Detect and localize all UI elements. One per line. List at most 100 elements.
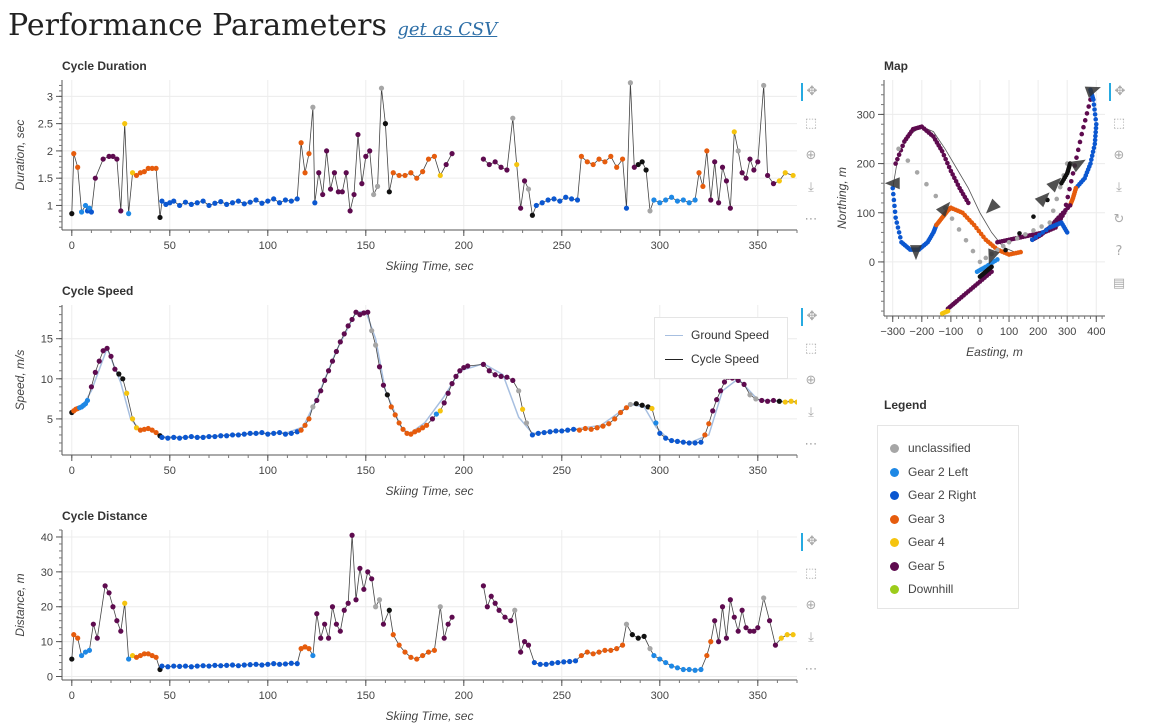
speed-point (674, 438, 681, 444)
legend-ground-speed: Ground Speed (665, 328, 769, 342)
save-icon[interactable]: ⤓ (1116, 180, 1122, 195)
distance-point (349, 532, 355, 538)
distance-point (425, 649, 432, 655)
speed-point (408, 431, 414, 437)
more-icon[interactable]: ⋯ (804, 437, 818, 452)
box-zoom-icon[interactable]: ⬚ (1112, 116, 1126, 131)
duration-point (761, 82, 767, 89)
page-title: Performance Parameters (8, 8, 387, 43)
speed-point (423, 422, 430, 428)
distance-point (402, 649, 408, 655)
box-zoom-icon[interactable]: ⬚ (804, 566, 818, 581)
box-zoom-icon[interactable]: ⬚ (804, 116, 818, 131)
ground-speed-label: Ground Speed (691, 328, 770, 342)
distance-point (288, 660, 294, 666)
speed-point (141, 426, 147, 432)
duration-point (149, 165, 155, 171)
reset-icon[interactable]: ↻ (1113, 212, 1125, 227)
distance-x-tick-label: 100 (259, 690, 277, 702)
duration-point (674, 198, 681, 204)
map-point (949, 216, 955, 221)
help-icon[interactable]: ? (1115, 244, 1123, 259)
distance-point (259, 662, 265, 668)
distance-point (712, 618, 718, 624)
pan-icon[interactable]: ✥ (801, 308, 821, 326)
distance-point (353, 597, 359, 603)
distance-point (218, 663, 224, 669)
distance-point (325, 635, 332, 641)
legend-item-gear-2-left[interactable]: Gear 2 Left (890, 465, 968, 479)
duration-point (335, 189, 341, 195)
distance-x-tick-label: 150 (357, 690, 375, 702)
wheel-zoom-icon[interactable]: ⊕ (805, 373, 817, 388)
duration-point (382, 121, 388, 127)
speed-point (294, 429, 300, 435)
duration-panel: Cycle Duration 0 50 100 150 200 250 300 350 1 1.5 2… (0, 58, 830, 280)
legend-item-gear-2-right[interactable]: Gear 2 Right (890, 488, 976, 502)
wheel-zoom-icon[interactable]: ⊕ (805, 148, 817, 163)
pan-icon[interactable]: ✥ (801, 533, 821, 551)
map-point (1082, 118, 1088, 123)
map-point (948, 168, 954, 174)
speed-point (200, 434, 206, 440)
distance-point (373, 604, 379, 610)
map-point (966, 200, 971, 206)
duration-point (253, 197, 259, 203)
distance-point (182, 663, 189, 669)
duration-point (596, 156, 602, 162)
duration-toolbar: ✥ ⬚ ⊕ ⤓ ⋯ (800, 83, 822, 243)
speed-point (649, 405, 655, 412)
save-icon[interactable]: ⤓ (808, 405, 814, 420)
duration-point (133, 172, 140, 179)
duration-point (719, 164, 726, 170)
speed-point (480, 361, 486, 367)
more-icon[interactable]: ⋯ (804, 662, 818, 677)
distance-point (102, 583, 108, 589)
speed-point (457, 368, 463, 374)
get-csv-link[interactable]: get as CSV (397, 19, 498, 40)
speed-title: Cycle Speed (62, 284, 133, 298)
speed-chart[interactable]: Cycle Speed 0 50 100 150 200 250 300 350 5 10 15 Ski… (0, 283, 800, 505)
duration-point (700, 183, 706, 189)
duration-point (390, 170, 396, 176)
distance-chart[interactable]: Cycle Distance 0 50 100 150 200 250 300 350 0 10 20… (0, 508, 800, 728)
legend-item-gear-5[interactable]: Gear 5 (890, 559, 945, 573)
speed-point (241, 431, 247, 437)
distance-point (114, 618, 120, 624)
distance-point (543, 661, 549, 667)
duration-point (551, 196, 557, 202)
distance-point (755, 625, 761, 631)
distance-point (663, 659, 669, 666)
distance-panel: Cycle Distance 0 50 100 150 200 250 300 350 0 10 20… (0, 508, 830, 728)
speed-point (345, 323, 351, 329)
duration-point (153, 165, 159, 171)
duration-point (271, 196, 277, 202)
map-point (955, 182, 961, 188)
duration-point (504, 167, 510, 173)
map-chart[interactable]: Map −300 −200 −100 0 100 200 300 400 0 100 200 300 Ea… (830, 58, 1108, 359)
speed-x-tick-label: 350 (749, 465, 767, 477)
legend-item-gear-4[interactable]: Gear 4 (890, 535, 945, 549)
save-icon[interactable]: ⤓ (808, 180, 814, 195)
wheel-zoom-icon[interactable]: ⊕ (1113, 148, 1125, 163)
legend-item-unclassified[interactable]: unclassified (890, 441, 971, 455)
more-icon[interactable]: ⋯ (804, 212, 818, 227)
duration-chart[interactable]: Cycle Duration 0 50 100 150 200 250 300 350 1 1.5 2… (0, 58, 800, 280)
speed-point (124, 390, 130, 396)
distance-point (271, 661, 277, 667)
legend-item-gear-3[interactable]: Gear 3 (890, 512, 945, 526)
wheel-zoom-icon[interactable]: ⊕ (805, 598, 817, 613)
distance-point (502, 614, 508, 620)
legend-item-downhill[interactable]: Downhill (890, 582, 953, 596)
duration-point (75, 164, 81, 170)
speed-point (194, 434, 200, 440)
duration-x-tick-label: 0 (69, 240, 75, 252)
speed-point (112, 366, 118, 372)
distance-point (549, 660, 555, 666)
box-zoom-icon[interactable]: ⬚ (804, 341, 818, 356)
pan-icon[interactable]: ✥ (801, 83, 821, 101)
save-icon[interactable]: ⤓ (808, 630, 814, 645)
pan-icon[interactable]: ✥ (1109, 83, 1129, 101)
hover-icon[interactable]: ▤ (1112, 276, 1126, 291)
duration-grid (62, 80, 797, 230)
